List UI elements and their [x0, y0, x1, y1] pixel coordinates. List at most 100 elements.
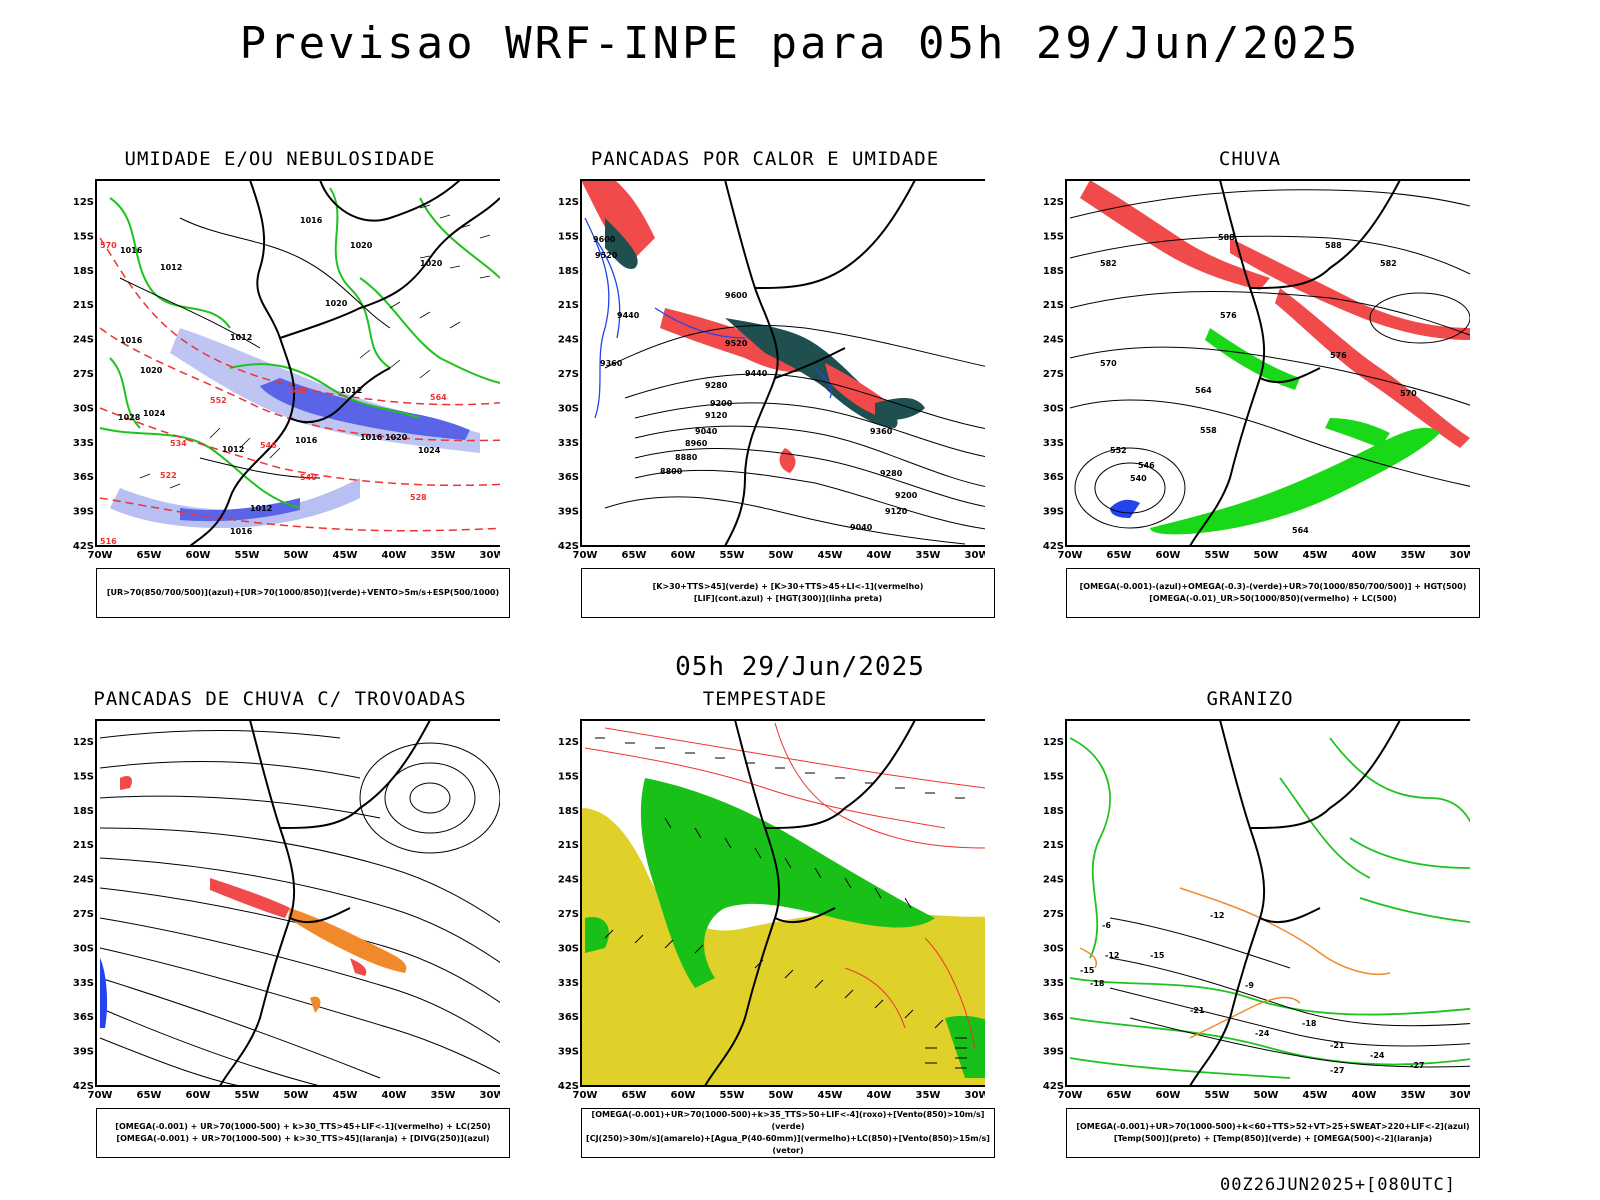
panel-legend: [OMEGA(-0.001)+UR>70(1000-500)+k>35_TTS>… [581, 1108, 995, 1158]
lon-axis: 70W 65W 60W 55W 50W 45W 40W 35W 30W [1058, 550, 1470, 561]
lat-tick-label: 27S [73, 369, 94, 380]
panel-legend: [OMEGA(-0.001)-(azul)+OMEGA(-0.3)-(verde… [1066, 568, 1480, 618]
temp500-black-contours [1109, 917, 1470, 1068]
contour-label: 9280 [880, 469, 903, 478]
lon-tick-label: 70W [573, 1090, 598, 1101]
lon-tick-label: 55W [235, 550, 260, 561]
contour-label: 570 [1100, 359, 1117, 368]
panel-title: CHUVA [1218, 148, 1282, 170]
lat-tick-label: 42S [1043, 1081, 1064, 1092]
panel-title: TEMPESTADE [702, 688, 828, 710]
lat-tick-label: 18S [1043, 806, 1064, 817]
lat-tick-label: 21S [73, 300, 94, 311]
lat-tick-label: 33S [1043, 978, 1064, 989]
panel-legend: [OMEGA(-0.001)+UR>70(1000-500)+k<60+TTS>… [1066, 1108, 1480, 1158]
contour-label: -15 [1080, 966, 1095, 975]
contour-label: 1024 [418, 446, 441, 455]
contour-label: 1012 [230, 333, 252, 342]
hgt300-black-contours [604, 324, 985, 545]
lon-axis: 70W 65W 60W 55W 50W 45W 40W 35W 30W [573, 1090, 985, 1101]
run-timestamp: 00Z26JUN2025+[080UTC] [1220, 1175, 1456, 1195]
contour-label: -21 [1330, 1041, 1345, 1050]
contour-label: 1016 [360, 433, 383, 442]
contour-label: 516 [100, 537, 117, 546]
contour-label: 540 [300, 473, 317, 482]
map-pancadas-calor: 9600 9520 9440 9360 9280 9200 9120 9040 … [558, 179, 985, 561]
lat-axis: 12S 15S 18S 21S 24S 27S 30S 33S 36S 39S 42S [73, 197, 94, 552]
lon-tick-label: 30W [480, 1090, 500, 1101]
contour-label: 564 [430, 393, 447, 402]
lon-axis: 70W 65W 60W 55W 50W 45W 40W 35W 30W [88, 1090, 500, 1101]
lon-tick-label: 45W [1303, 1090, 1328, 1101]
contour-label: 564 [1195, 386, 1212, 395]
lat-tick-label: 27S [558, 369, 579, 380]
streamlines [99, 730, 500, 1087]
lon-tick-label: 45W [818, 550, 843, 561]
lat-tick-label: 21S [558, 840, 579, 851]
contour-label: 570 [1400, 389, 1417, 398]
red-thickness-contours [99, 237, 500, 532]
contour-label: 1016 [295, 436, 318, 445]
panel-chuva: CHUVA 588 582 [1030, 148, 1480, 628]
lon-tick-label: 40W [382, 550, 407, 561]
lon-tick-label: 35W [1401, 1090, 1426, 1101]
lat-tick-label: 15S [73, 771, 94, 782]
contour-label: 1024 [143, 409, 166, 418]
lat-tick-label: 33S [73, 978, 94, 989]
contour-labels: 1016 1016 1012 1020 1020 1020 1012 1016 … [100, 216, 447, 546]
lat-tick-label: 24S [73, 875, 94, 886]
storm-shading [581, 778, 985, 1086]
lat-tick-label: 24S [558, 335, 579, 346]
legend-line: [LIF](cont.azul) + [HGT(300)](linha pret… [693, 594, 883, 603]
contour-label: 9280 [705, 381, 728, 390]
lat-tick-label: 21S [73, 840, 94, 851]
contour-label: 1012 [250, 504, 272, 513]
lon-tick-label: 60W [186, 1090, 211, 1101]
lon-tick-label: 45W [818, 1090, 843, 1101]
contour-label: 582 [1380, 259, 1397, 268]
lon-tick-label: 40W [1352, 1090, 1377, 1101]
country-borders [219, 719, 431, 1087]
lat-tick-label: 15S [1043, 231, 1064, 242]
contour-label: 540 [1130, 474, 1147, 483]
lon-axis: 70W 65W 60W 55W 50W 45W 40W 35W 30W [88, 550, 500, 561]
lat-tick-label: 15S [73, 231, 94, 242]
lon-tick-label: 50W [769, 550, 794, 561]
lat-axis: 12S 15S 18S 21S 24S 27S 30S 33S 36S 39S 42S [73, 737, 94, 1092]
contour-label: 1016 [120, 246, 143, 255]
contour-label: 588 [1325, 241, 1342, 250]
lat-axis: 12S 15S 18S 21S 24S 27S 30S 33S 36S 39S 42S [558, 197, 579, 552]
contour-label: -18 [1090, 979, 1105, 988]
panel-granizo: GRANIZO -6 [1030, 688, 1480, 1168]
lon-tick-label: 40W [382, 1090, 407, 1101]
lat-tick-label: 27S [73, 909, 94, 920]
lon-tick-label: 55W [1205, 1090, 1230, 1101]
lat-tick-label: 39S [73, 1047, 94, 1058]
lat-tick-label: 42S [558, 541, 579, 552]
lon-tick-label: 35W [431, 550, 456, 561]
lon-tick-label: 65W [1107, 1090, 1132, 1101]
lat-tick-label: 18S [1043, 266, 1064, 277]
contour-label: 9200 [710, 399, 733, 408]
lat-tick-label: 30S [73, 943, 94, 954]
wind-vectors [595, 737, 967, 1069]
contour-labels: 9600 9520 9440 9360 9280 9200 9120 9040 … [593, 235, 918, 532]
contour-label: 1016 [230, 527, 253, 536]
lat-tick-label: 33S [558, 438, 579, 449]
contour-label: 558 [1200, 426, 1217, 435]
lat-axis: 12S 15S 18S 21S 24S 27S 30S 33S 36S 39S 42S [1043, 737, 1064, 1092]
lon-axis: 70W 65W 60W 55W 50W 45W 40W 35W 30W [1058, 1090, 1470, 1101]
contour-label: -27 [1330, 1066, 1344, 1075]
lat-tick-label: 27S [1043, 369, 1064, 380]
contour-labels: 588 582 576 570 564 558 552 546 540 588 … [1100, 233, 1417, 535]
lat-tick-label: 12S [73, 197, 94, 208]
lon-tick-label: 60W [671, 1090, 696, 1101]
lat-tick-label: 42S [73, 541, 94, 552]
contour-label: -9 [1245, 981, 1254, 990]
panel-umidade: UMIDADE E/OU NEBULOSIDADE [60, 148, 510, 628]
lon-tick-label: 30W [1450, 550, 1470, 561]
lat-tick-label: 42S [1043, 541, 1064, 552]
lon-tick-label: 40W [1352, 550, 1377, 561]
lon-tick-label: 65W [1107, 550, 1132, 561]
lat-tick-label: 36S [73, 1012, 94, 1023]
